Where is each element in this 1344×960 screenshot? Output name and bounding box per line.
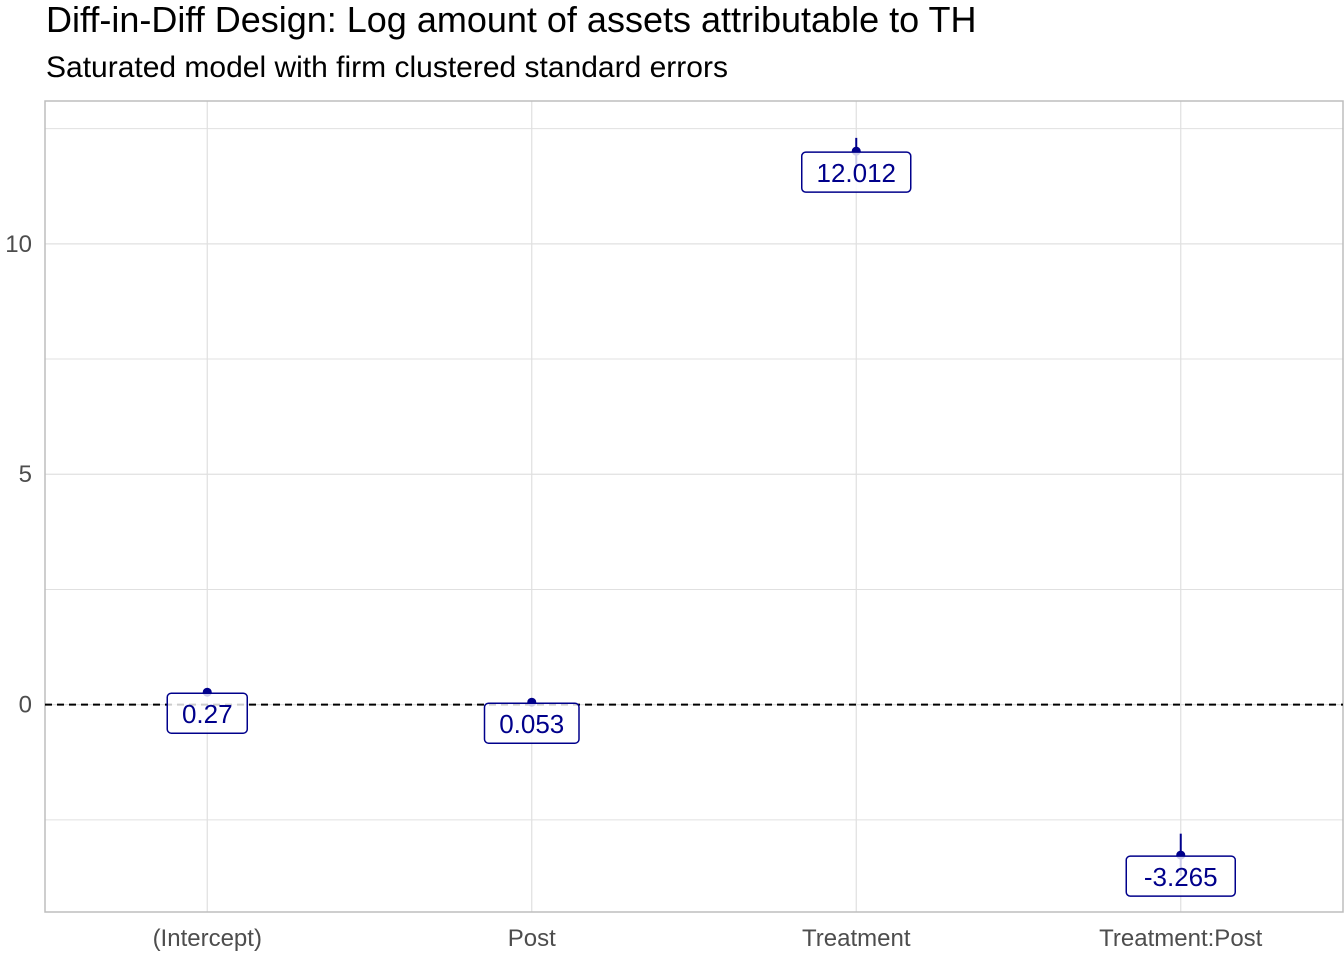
value-label-box (166, 692, 248, 734)
x-tick-label: Post (508, 925, 556, 952)
chart-subtitle: Saturated model with firm clustered stan… (46, 51, 728, 84)
y-tick-label: 5 (19, 461, 32, 488)
value-label-box (483, 702, 580, 744)
value-label: 0.27 (182, 699, 233, 729)
x-tick-label: (Intercept) (153, 925, 262, 952)
value-label-box (801, 151, 912, 193)
value-label-box (1125, 855, 1236, 897)
x-tick-label: Treatment:Post (1099, 925, 1263, 952)
value-label: 12.012 (816, 158, 896, 188)
value-label: -3.265 (1144, 862, 1218, 892)
y-tick-label: 10 (5, 231, 32, 258)
panel-border (44, 100, 1344, 913)
y-tick-label: 0 (19, 692, 32, 719)
x-tick-label: Treatment (802, 925, 911, 952)
chart-title: Diff-in-Diff Design: Log amount of asset… (46, 0, 977, 40)
value-label: 0.053 (499, 709, 564, 739)
